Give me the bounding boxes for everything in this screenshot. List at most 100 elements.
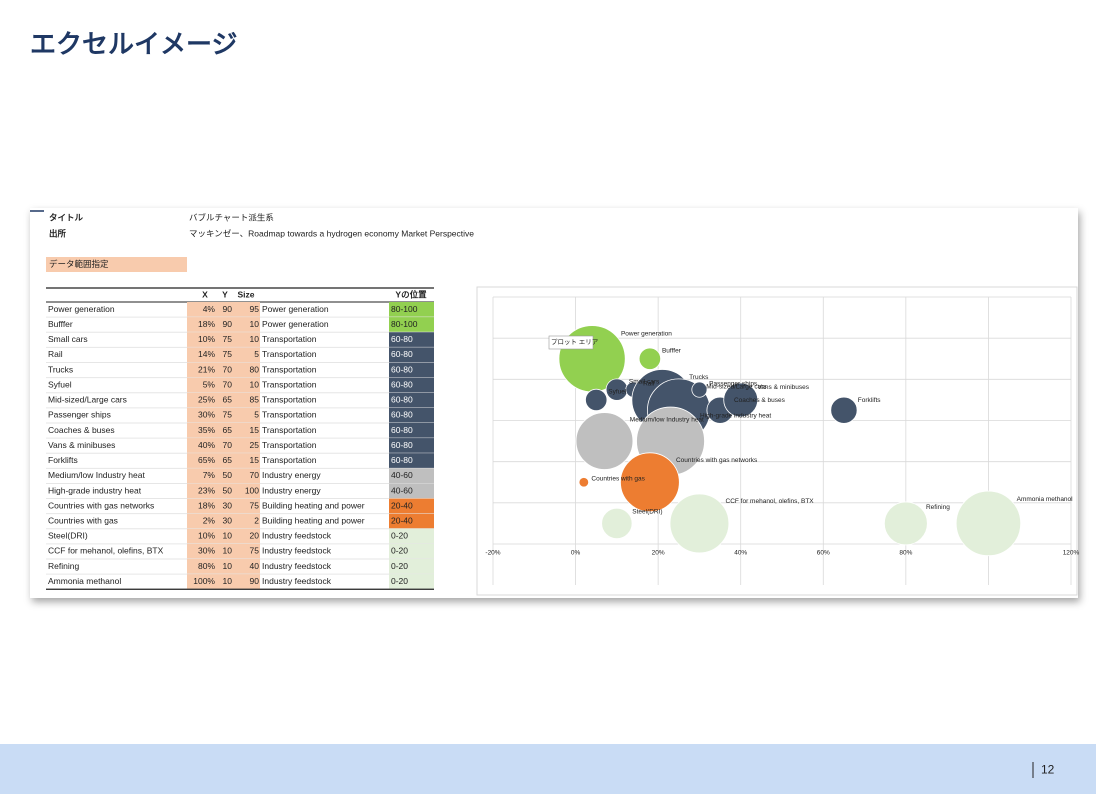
column-header: X (202, 289, 208, 299)
data-label: Trucks (689, 374, 709, 381)
table-cell: 15 (250, 425, 260, 435)
table-cell: Refining (48, 561, 79, 571)
position-cell (389, 317, 434, 333)
table-cell: Industry feedstock (262, 531, 332, 541)
position-cell (389, 438, 434, 454)
table-cell: 2 (254, 515, 259, 525)
bubble (585, 388, 608, 412)
position-cell (389, 528, 434, 544)
data-label: Mid-sized/Large cars (706, 383, 767, 390)
data-label: CCF for mehanol, olefins, BTX (726, 498, 815, 505)
table-cell: CCF for mehanol, olefins, BTX (48, 546, 164, 556)
bubble (691, 381, 708, 398)
table-cell: 40% (198, 440, 215, 450)
table-cell: 0-20 (391, 576, 408, 586)
bubble (723, 382, 759, 418)
annotation-box (548, 335, 594, 350)
table-cell: 30 (223, 500, 233, 510)
table-cell: 15 (250, 455, 260, 465)
xyz-cell (187, 528, 260, 544)
table-cell: 23% (198, 485, 215, 495)
xyz-cell (187, 498, 260, 514)
xyz-cell (187, 422, 260, 439)
position-cell (389, 574, 434, 590)
table-cell: 0-20 (391, 546, 408, 556)
source-value: マッキンゼー、Roadmap towards a hydrogen econom… (189, 228, 474, 238)
data-label: Refining (926, 504, 950, 511)
table-cell: 20-40 (391, 515, 413, 525)
table-cell: 30% (198, 546, 215, 556)
table-cell: 5 (254, 349, 259, 359)
data-label: Countries with gas (591, 475, 645, 482)
position-cell (389, 392, 434, 408)
position-cell (389, 332, 434, 348)
data-label: Forklifts (858, 397, 882, 404)
table-cell: Trucks (48, 364, 73, 374)
table-cell: 60-80 (391, 455, 413, 465)
bubble-chart: -20%0%20%40%60%80%100%120%Power generati… (485, 296, 1080, 585)
xyz-cell (187, 453, 260, 469)
xyz-cell (187, 332, 260, 348)
table-cell: 10% (198, 334, 215, 344)
xyz-cell (187, 362, 260, 378)
x-tick-label: 80% (899, 550, 912, 557)
table-cell: 50 (223, 470, 233, 480)
table-cell: Industry feedstock (262, 576, 332, 586)
table-cell: 70 (223, 364, 233, 374)
data-label: Bufffer (662, 347, 682, 354)
table-cell: 75 (250, 500, 260, 510)
table-cell: 5 (254, 410, 259, 420)
bubble (669, 493, 730, 554)
bubble (883, 501, 928, 546)
table-cell: Transportation (262, 349, 317, 359)
table-cell: 10 (250, 319, 260, 329)
table-cell: 75 (223, 334, 233, 344)
source-label: 出所 (49, 228, 67, 238)
bubble (578, 477, 590, 488)
table-cell: 10 (223, 576, 233, 586)
table-cell: Countries with gas networks (48, 500, 154, 510)
table-cell: 60-80 (391, 334, 413, 344)
table-cell: Passenger ships (48, 410, 111, 420)
table-cell: 100% (193, 576, 215, 586)
x-tick-label: -20% (485, 550, 500, 557)
table-cell: Transportation (262, 395, 317, 405)
table-cell: 80 (250, 364, 260, 374)
bubble (575, 412, 634, 470)
table-cell: 25 (250, 440, 260, 450)
table-cell: 90 (223, 319, 233, 329)
table-cell: Transportation (262, 455, 317, 465)
table-cell: 60-80 (391, 349, 413, 359)
table-cell: 35% (198, 425, 215, 435)
position-cell (389, 468, 434, 484)
table-cell: Industry energy (262, 485, 321, 495)
table-cell: 5% (203, 379, 216, 389)
table-cell: 65 (223, 395, 233, 405)
range-label: データ範囲指定 (49, 259, 109, 269)
data-label: Rail (643, 381, 655, 388)
footer (0, 744, 1096, 794)
table-cell: Forklifts (48, 455, 78, 465)
table-cell: Transportation (262, 410, 317, 420)
position-cell (389, 302, 434, 318)
position-cell (389, 513, 434, 529)
xyz-cell (187, 407, 260, 423)
data-label: Ammonia methanol (1017, 496, 1074, 503)
table-cell: 80-100 (391, 304, 418, 314)
xyz-cell (187, 543, 260, 560)
position-cell (389, 483, 434, 499)
table-cell: 14% (198, 349, 215, 359)
table-cell: Power generation (262, 319, 329, 329)
table-cell: 25% (198, 395, 215, 405)
table-cell: 60-80 (391, 364, 413, 374)
table-cell: 60-80 (391, 440, 413, 450)
title-label: タイトル (49, 212, 84, 222)
x-tick-label: 40% (734, 550, 747, 557)
data-label: Power generation (621, 331, 672, 338)
position-cell (389, 559, 434, 575)
table-cell: Industry energy (262, 470, 321, 480)
data-label: High-grade industry heat (700, 412, 771, 419)
table-cell: Power generation (48, 304, 115, 314)
column-header: Y (222, 289, 228, 299)
